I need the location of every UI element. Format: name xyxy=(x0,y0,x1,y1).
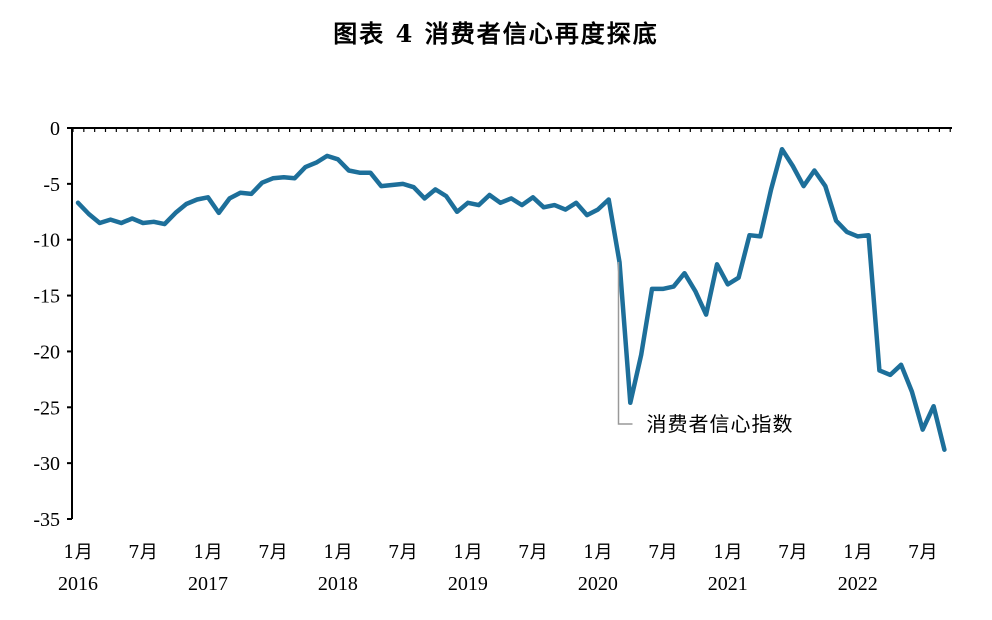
x-tick-month-label: 7月 xyxy=(388,542,417,563)
x-tick-month-label: 7月 xyxy=(258,542,287,563)
x-axis-ticks: 1月 2016 7月 1月 2017 7月 1月 2018 7月 1月 2019 7月 1月 2020 7月… xyxy=(58,128,951,595)
x-tick-year-label: 2021 xyxy=(708,573,748,595)
y-tick-label: -30 xyxy=(33,453,60,475)
x-tick-year-label: 2019 xyxy=(448,573,488,595)
x-tick-month-label: 1月 xyxy=(583,542,612,563)
x-tick-year-label: 2018 xyxy=(318,573,358,595)
x-tick-year-label: 2022 xyxy=(838,573,878,595)
x-tick-month-label: 1月 xyxy=(323,542,352,563)
annotation-label: 消费者信心指数 xyxy=(647,412,794,436)
x-tick-year-label: 2017 xyxy=(188,573,228,595)
chart-axes xyxy=(71,127,952,519)
series-layer xyxy=(75,146,947,452)
y-axis-ticks: 0 -5 -10 -15 -20 -25 -30 -35 xyxy=(33,118,72,531)
x-tick-year-label: 2020 xyxy=(578,573,618,595)
y-tick-label: -5 xyxy=(43,174,60,196)
y-tick-label: -15 xyxy=(33,286,60,308)
x-tick-month-label: 7月 xyxy=(518,542,547,563)
chart-title: 图表 4 消费者信心再度探底 xyxy=(333,19,659,48)
annotation-layer: 消费者信心指数 xyxy=(617,262,794,436)
annotation-leader-line xyxy=(617,262,633,425)
x-tick-month-label: 1月 xyxy=(193,542,222,563)
x-tick-month-label: 1月 xyxy=(63,542,92,563)
x-tick-month-label: 1月 xyxy=(713,542,742,563)
y-tick-label: -20 xyxy=(33,341,60,363)
y-tick-label: 0 xyxy=(50,118,60,140)
y-tick-label: -35 xyxy=(33,509,60,531)
x-tick-month-label: 7月 xyxy=(778,542,807,563)
x-tick-year-label: 2016 xyxy=(58,573,98,595)
x-tick-month-label: 7月 xyxy=(908,542,937,563)
x-tick-month-label: 7月 xyxy=(128,542,157,563)
x-tick-month-label: 7月 xyxy=(648,542,677,563)
y-tick-label: -25 xyxy=(33,397,60,419)
series-line-consumer-confidence xyxy=(75,146,947,452)
x-tick-month-label: 1月 xyxy=(453,542,482,563)
x-tick-month-label: 1月 xyxy=(843,542,872,563)
y-tick-label: -10 xyxy=(33,230,60,252)
